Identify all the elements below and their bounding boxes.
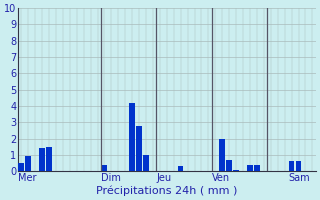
X-axis label: Précipitations 24h ( mm ): Précipitations 24h ( mm ) — [96, 185, 237, 196]
Bar — [296, 161, 301, 171]
Bar — [19, 163, 24, 171]
Bar — [39, 148, 45, 171]
Bar — [136, 126, 142, 171]
Bar — [143, 155, 149, 171]
Bar — [220, 139, 225, 171]
Bar — [46, 147, 52, 171]
Bar — [25, 156, 31, 171]
Bar — [227, 160, 232, 171]
Bar — [102, 165, 107, 171]
Bar — [254, 165, 260, 171]
Bar — [129, 103, 135, 171]
Bar — [233, 170, 239, 171]
Bar — [178, 166, 183, 171]
Bar — [247, 165, 253, 171]
Bar — [289, 161, 294, 171]
